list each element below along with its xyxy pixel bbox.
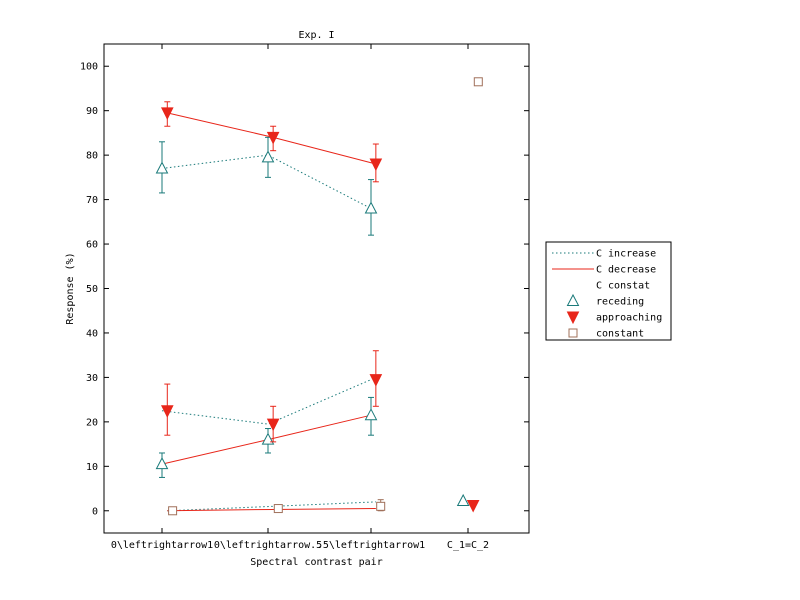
approaching-point: [466, 499, 480, 513]
legend: C increase C decrease C constat receding app…: [545, 241, 672, 341]
approaching-point: [266, 418, 280, 432]
approaching-point: [266, 131, 280, 145]
legend-label: receding: [596, 297, 644, 308]
c-decrease-line: [167, 508, 376, 512]
y-tick-label: 70: [86, 195, 98, 206]
c-increase-line: [161, 154, 372, 209]
receding-point: [456, 493, 470, 506]
x-tick-label: 0\leftrightarrow1: [111, 540, 213, 551]
y-tick-label: 0: [92, 506, 98, 517]
y-tick-label: 40: [86, 328, 98, 339]
receding-point: [155, 161, 169, 174]
y-tick-label: 10: [86, 462, 98, 473]
y-axis-label: Response (%): [65, 252, 76, 324]
x-tick-label: C_1=C_2: [447, 540, 489, 551]
legend-marker-receding: [566, 293, 580, 306]
legend-box: [545, 241, 672, 341]
receding-point: [364, 201, 378, 214]
legend-label: C constat: [596, 281, 650, 292]
legend-label: approaching: [596, 313, 662, 324]
series-receding: [155, 136, 470, 506]
y-tick-label: 20: [86, 417, 98, 428]
constant-point: [273, 504, 283, 514]
c-increase-line: [161, 379, 372, 425]
receding-point: [155, 457, 169, 470]
legend-marker-approaching: [566, 311, 580, 325]
legend-label: C decrease: [596, 265, 656, 276]
receding-point: [364, 408, 378, 421]
legend-label: C increase: [596, 249, 656, 260]
y-tick-label: 100: [80, 62, 98, 73]
legend-marker-constant: [568, 328, 578, 338]
y-tick-label: 80: [86, 151, 98, 162]
x-tick-label: .5\leftrightarrow1: [317, 540, 425, 551]
plot-area: 0 10 20 30 40 50 60 70 80 90 100 0\leftrightarrow1 0…: [80, 43, 530, 551]
series-approaching: [160, 101, 480, 513]
approaching-point: [160, 107, 174, 121]
x-axis-label: Spectral contrast pair: [250, 557, 382, 568]
legend-label: constant: [596, 329, 644, 340]
y-tick-label: 50: [86, 284, 98, 295]
constant-point: [168, 506, 178, 516]
y-tick-label: 90: [86, 106, 98, 117]
approaching-point: [369, 374, 383, 387]
approaching-point: [369, 158, 383, 172]
x-tick-label: 0\leftrightarrow.5: [214, 540, 322, 551]
y-tick-label: 30: [86, 373, 98, 384]
approaching-point: [160, 405, 174, 418]
receding-point: [261, 150, 275, 163]
y-tick-label: 60: [86, 240, 98, 251]
chart-title: Exp. I: [298, 30, 334, 41]
constant-point: [473, 77, 483, 87]
constant-point: [376, 501, 386, 511]
series-constant: [168, 77, 483, 516]
